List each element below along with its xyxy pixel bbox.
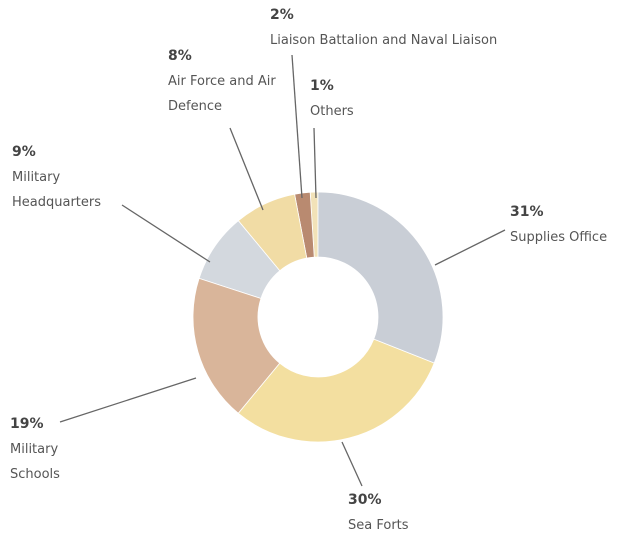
category-label: Air Force and Air Defence [168, 74, 276, 114]
category-label: Sea Forts [348, 518, 409, 533]
leader-line [121, 204, 211, 263]
slice-label: 30% Sea Forts [348, 488, 448, 538]
percent-label: 30% [348, 492, 382, 508]
percent-label: 31% [510, 204, 544, 220]
leader-line [229, 127, 264, 211]
donut-segment [192, 277, 281, 414]
category-label: Liaison Battalion and Naval Liaison [270, 33, 498, 48]
donut-segment [317, 191, 444, 364]
percent-label: 19% [10, 416, 44, 432]
category-label: Military Headquarters [12, 170, 102, 210]
percent-label: 9% [12, 144, 36, 160]
leader-line [341, 441, 363, 487]
leader-lines [59, 54, 506, 487]
leader-line [291, 54, 303, 199]
category-label: Military Schools [10, 442, 60, 482]
leader-line [59, 377, 197, 423]
donut-segment [237, 193, 308, 272]
slice-label: 8% Air Force and Air Defence [168, 44, 278, 119]
category-label: Supplies Office [510, 230, 608, 245]
donut-segment [294, 191, 315, 259]
slice-label: 1% Others [310, 74, 390, 124]
slice-label: 19% Military Schools [10, 412, 90, 487]
slice-label: 9% Military Headquarters [12, 140, 132, 215]
percent-label: 2% [270, 7, 294, 23]
slice-label: 31% Supplies Office [510, 200, 631, 250]
percent-label: 1% [310, 78, 334, 94]
donut-segment [237, 338, 435, 443]
slice-label: 2% Liaison Battalion and Naval Liaison [270, 3, 570, 53]
leader-line [434, 229, 506, 266]
category-label: Others [310, 104, 354, 119]
percent-label: 8% [168, 48, 192, 64]
leader-line [313, 127, 317, 199]
